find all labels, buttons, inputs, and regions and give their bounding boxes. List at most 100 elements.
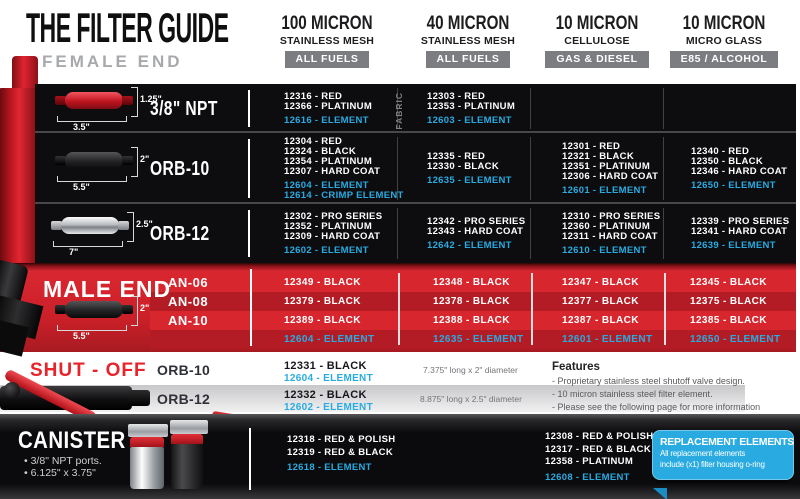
part-number: 12345 - BLACK	[690, 277, 767, 288]
canister-black-image	[171, 444, 203, 489]
cell-orb10-10micron-microglass: 12340 - RED 12350 - BLACK 12346 - HARD COA…	[663, 133, 800, 204]
callout-tail	[653, 488, 667, 499]
feature-item: - Please see the following page for more…	[552, 402, 761, 412]
dimension-bracket-h	[57, 116, 127, 122]
canister-bracket-image	[170, 420, 208, 434]
cell-orb12-10micron-cellulose: 12310 - PRO SERIES 12360 - PLATINUM 12311 …	[530, 204, 695, 263]
part-number: 12335 - RED	[427, 150, 486, 162]
element-number: 12616 - ELEMENT	[284, 114, 369, 126]
divider	[398, 273, 400, 345]
part-list: 12339 - PRO SERIES 12341 - HARD COAT	[691, 215, 790, 237]
filter-body	[65, 301, 123, 318]
dimension-width: 5.5"	[73, 182, 90, 192]
part-number: 12353 - PLATINUM	[427, 100, 516, 112]
element-list: 12616 - ELEMENT	[284, 114, 369, 126]
dimension-bracket-v	[127, 212, 134, 242]
part-number: 12319 - RED & BLACK	[287, 446, 394, 458]
row-separator	[35, 131, 796, 133]
row-label-npt: 3/8" NPT	[150, 98, 218, 120]
filter-fitting	[55, 156, 66, 165]
part-number: 12385 - BLACK	[690, 315, 767, 326]
filter-fitting	[118, 221, 129, 230]
part-number: 12389 - BLACK	[284, 315, 361, 326]
column-media: MICRO GLASS	[685, 35, 763, 47]
stripe	[150, 330, 796, 349]
column-micron: 10 MICRON	[555, 13, 639, 34]
divider	[250, 269, 252, 346]
part-number: 12309 - HARD COAT	[284, 230, 381, 242]
column-micron: 100 MICRON	[281, 13, 373, 34]
column-header-40-micron: 40 MICRON STAINLESS MESH ALL FUELS	[393, 14, 543, 68]
canister-band-image	[171, 434, 203, 444]
element-number: 12610 - ELEMENT	[562, 244, 647, 256]
features-list: - Proprietary stainless steel shutoff va…	[552, 375, 760, 414]
inline-filter-red-image: 1.25" 3.5"	[55, 86, 162, 132]
element-number: 12614 - CRIMP ELEMENT	[284, 189, 404, 201]
stripe	[150, 292, 796, 311]
divider	[249, 428, 251, 490]
part-number: 12311 - HARD COAT	[562, 230, 658, 242]
part-number: 12301 - RED	[562, 140, 621, 152]
dimension-bracket-v	[131, 87, 138, 117]
element-number: 12635 - ELEMENT	[427, 174, 512, 186]
element-number: 12650 - ELEMENT	[691, 179, 776, 191]
page-title: THE FILTER GUIDE	[26, 4, 229, 51]
part-list: 12316 - RED 12366 - PLATINUM	[284, 91, 373, 112]
part-number: 12339 - PRO SERIES	[691, 215, 790, 227]
canister-spec-list: • 3/8" NPT ports. • 6.125" x 3.75"	[24, 455, 102, 479]
part-number: 12304 - RED	[284, 135, 343, 147]
part-number: 12330 - BLACK	[427, 160, 500, 172]
stripe	[150, 273, 796, 292]
divider	[530, 88, 531, 129]
row-orb12: 2.5" 7" ORB-12 12302 - PRO SERIES 12352 -…	[35, 204, 796, 263]
column-micron: 40 MICRON	[426, 13, 510, 34]
replacement-elements-callout: REPLACEMENT ELEMENTS All replacement ele…	[652, 430, 794, 499]
cell-orb12-10micron-microglass: 12339 - PRO SERIES 12341 - HARD COAT 1263…	[663, 204, 800, 263]
features-heading: Features	[552, 361, 600, 373]
part-number: 12346 - HARD COAT	[691, 165, 788, 177]
canister-cell-100micron: 12318 - RED & POLISH 12319 - RED & BLACK …	[287, 434, 395, 473]
part-list: 12342 - PRO SERIES 12343 - HARD COAT	[427, 216, 525, 237]
column-media: CELLULOSE	[564, 35, 630, 47]
filter-fitting	[122, 156, 133, 165]
part-number: 12341 - HARD COAT	[691, 225, 788, 237]
part-number: 12308 - RED & POLISH	[545, 431, 654, 442]
part-number: 12378 - BLACK	[433, 296, 510, 307]
male-end-section: MALE END AN-06 AN-08 AN-10 12349 - BLACK 12…	[0, 263, 796, 352]
fuel-badge: GAS & DIESEL	[545, 51, 649, 68]
part-number: 12347 - BLACK	[562, 277, 639, 288]
size-note-orb12: 8.875" long x 2.5" diameter	[420, 394, 522, 404]
shutoff-valve-pivot	[4, 382, 20, 398]
cell-orb10-40micron: 12335 - RED 12330 - BLACK 12635 - ELEMENT	[397, 133, 560, 204]
column-media: STAINLESS MESH	[279, 35, 375, 47]
part-list: 12308 - RED & POLISH 12317 - RED & BLACK 1…	[545, 431, 653, 469]
cell-orb10-100micron: 12304 - RED 12324 - BLACK 12354 - PLATINUM…	[252, 133, 429, 204]
part-number: 12324 - BLACK	[284, 145, 357, 157]
divider	[530, 137, 531, 200]
divider	[248, 139, 250, 198]
part-list: 12345 - BLACK 12375 - BLACK 12385 - BLACK	[690, 273, 780, 330]
part-number: 12343 - HARD COAT	[427, 225, 524, 237]
element-number: 12601 - ELEMENT	[562, 184, 647, 196]
filter-fitting	[55, 305, 66, 314]
element-list: 12642 - ELEMENT	[427, 240, 512, 251]
part-number: 12366 - PLATINUM	[284, 100, 373, 112]
section-label-shutoff: SHUT - OFF	[30, 360, 147, 381]
part-list: 12349 - BLACK 12379 - BLACK 12389 - BLACK	[284, 273, 374, 330]
element-list: 12639 - ELEMENT	[691, 240, 776, 251]
dimension-bracket-v	[131, 147, 138, 177]
element-number: 12602 - ELEMENT	[284, 402, 373, 413]
divider	[663, 88, 664, 129]
filter-body	[61, 217, 119, 234]
divider	[663, 137, 664, 200]
section-label-male-end: MALE END	[43, 276, 172, 302]
spec-bullet: • 6.125" x 3.75"	[24, 467, 96, 479]
cell-npt-40micron: 12303 - RED 12353 - PLATINUM 12603 - ELEM…	[397, 84, 560, 133]
part-list: 12335 - RED 12330 - BLACK	[427, 150, 500, 172]
element-number: 12604 - ELEMENT	[284, 334, 375, 345]
part-number: 12351 - PLATINUM	[562, 160, 651, 172]
part-number: 12340 - RED	[691, 145, 750, 157]
part-number: 12310 - PRO SERIES	[562, 210, 661, 222]
male-cell-10micron-cellulose: 12347 - BLACK 12377 - BLACK 12387 - BLACK …	[562, 273, 652, 349]
